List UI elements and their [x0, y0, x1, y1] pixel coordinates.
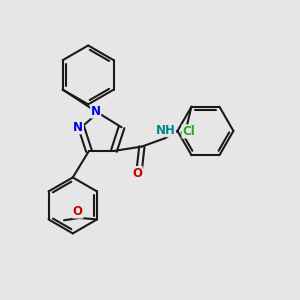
Text: Cl: Cl [182, 125, 195, 138]
Text: NH: NH [155, 124, 175, 136]
Text: O: O [132, 167, 142, 179]
Text: N: N [73, 121, 83, 134]
Text: N: N [91, 105, 101, 118]
Text: O: O [73, 205, 83, 218]
